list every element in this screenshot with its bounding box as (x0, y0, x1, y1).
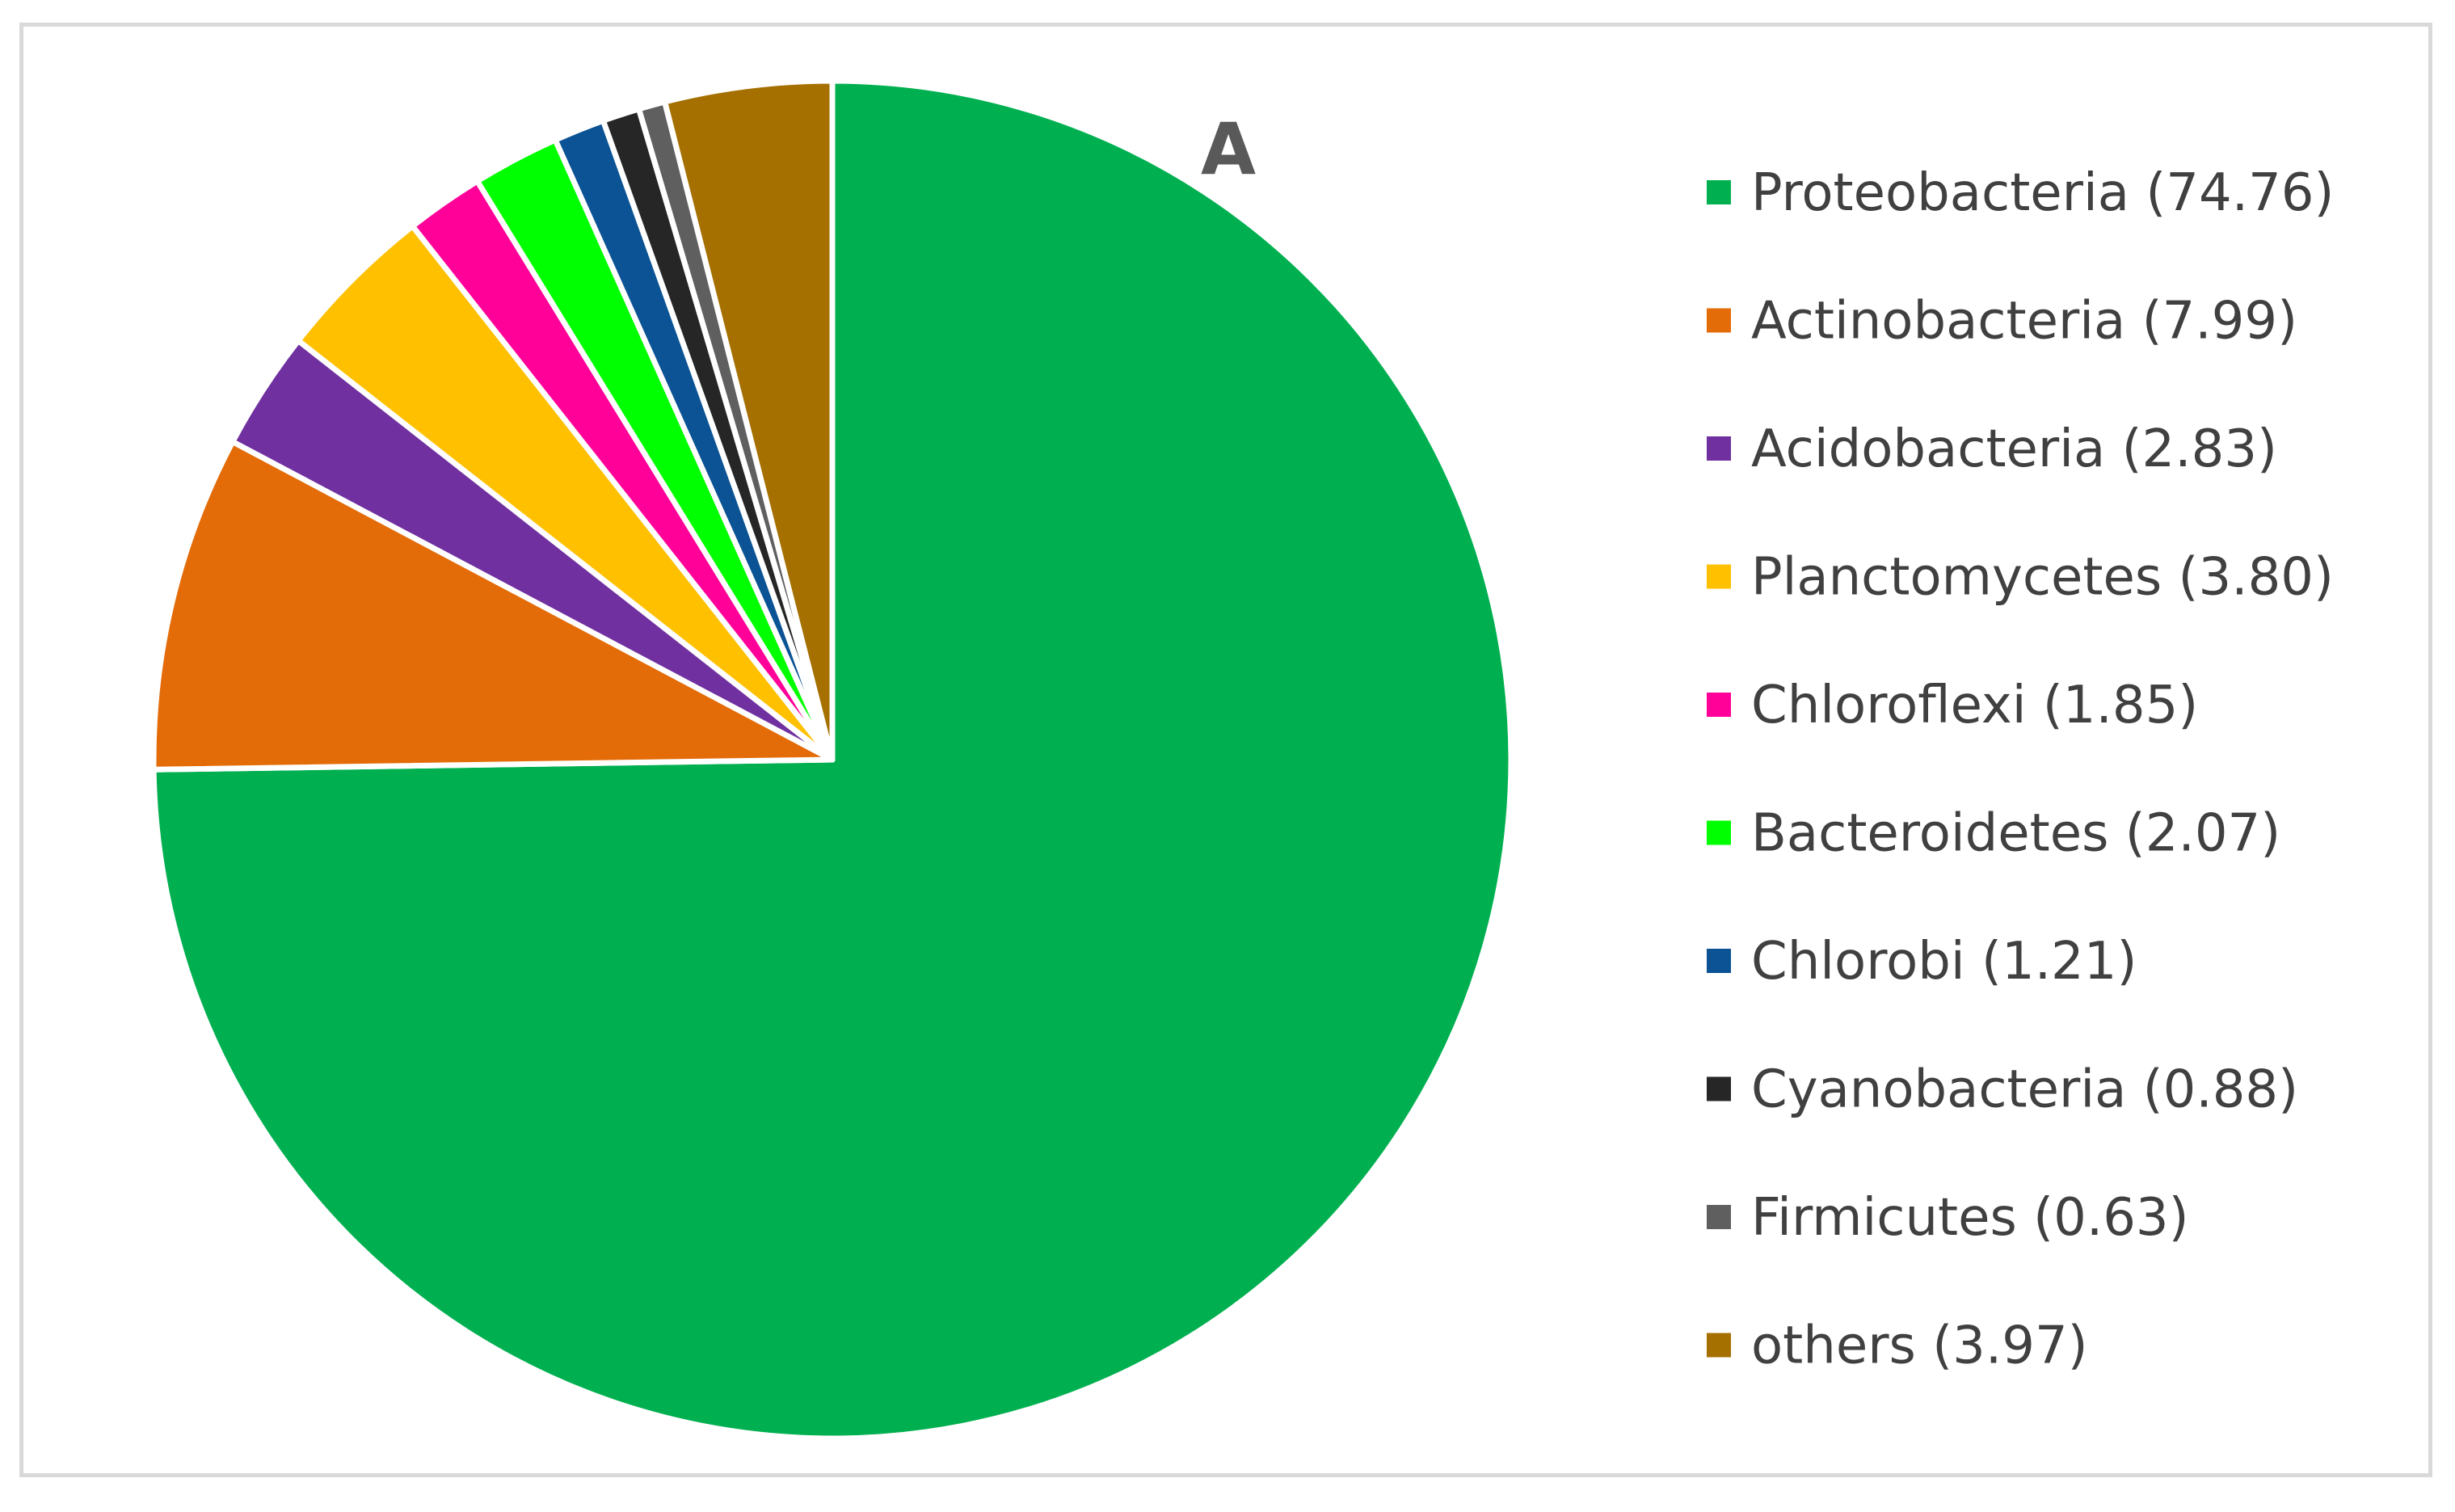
legend-item: Actinobacteria (7.99) (1707, 292, 2297, 352)
legend: Proteobacteria (74.76) Actinobacteria (7.… (1707, 163, 2334, 1376)
pie-slice-planctomycetes (295, 223, 836, 763)
legend-item: Planctomycetes (3.80) (1707, 548, 2334, 608)
legend-label: Planctomycetes (3.80) (1751, 548, 2334, 608)
legend-swatch-others (1707, 1333, 1731, 1358)
legend-item: Bacteroidetes (2.07) (1707, 804, 2280, 864)
legend-swatch-acidobacteria (1707, 436, 1731, 461)
legend-swatch-cyanobacteria (1707, 1076, 1731, 1101)
legend-label: others (3.97) (1751, 1316, 2088, 1376)
legend-label: Chloroflexi (1.85) (1751, 676, 2198, 735)
legend-item: Acidobacteria (2.83) (1707, 419, 2277, 479)
legend-item: Proteobacteria (74.76) (1707, 163, 2334, 223)
legend-item: Chlorobi (1.21) (1707, 932, 2137, 992)
legend-swatch-chloroflexi (1707, 693, 1731, 717)
legend-label: Acidobacteria (2.83) (1751, 419, 2277, 479)
legend-label: Firmicutes (0.63) (1751, 1188, 2189, 1248)
legend-label: Cyanobacteria (0.88) (1751, 1060, 2298, 1120)
pie-slice-actinobacteria (150, 439, 836, 773)
legend-swatch-bacteroidetes (1707, 820, 1731, 845)
legend-swatch-actinobacteria (1707, 308, 1731, 333)
legend-swatch-firmicutes (1707, 1205, 1731, 1229)
legend-label: Proteobacteria (74.76) (1751, 163, 2334, 223)
legend-swatch-planctomycetes (1707, 564, 1731, 589)
pie-slices (150, 78, 1514, 1442)
pie-slice-others (662, 78, 836, 763)
legend-item: Chloroflexi (1.85) (1707, 676, 2198, 735)
panel-label: A (1201, 107, 1256, 191)
legend-label: Bacteroidetes (2.07) (1751, 804, 2280, 864)
legend-swatch-chlorobi (1707, 949, 1731, 973)
legend-swatch-proteobacteria (1707, 180, 1731, 204)
legend-label: Actinobacteria (7.99) (1751, 292, 2297, 352)
legend-item: others (3.97) (1707, 1316, 2088, 1376)
legend-item: Cyanobacteria (0.88) (1707, 1060, 2298, 1120)
legend-label: Chlorobi (1.21) (1751, 932, 2137, 992)
legend-item: Firmicutes (0.63) (1707, 1188, 2189, 1248)
